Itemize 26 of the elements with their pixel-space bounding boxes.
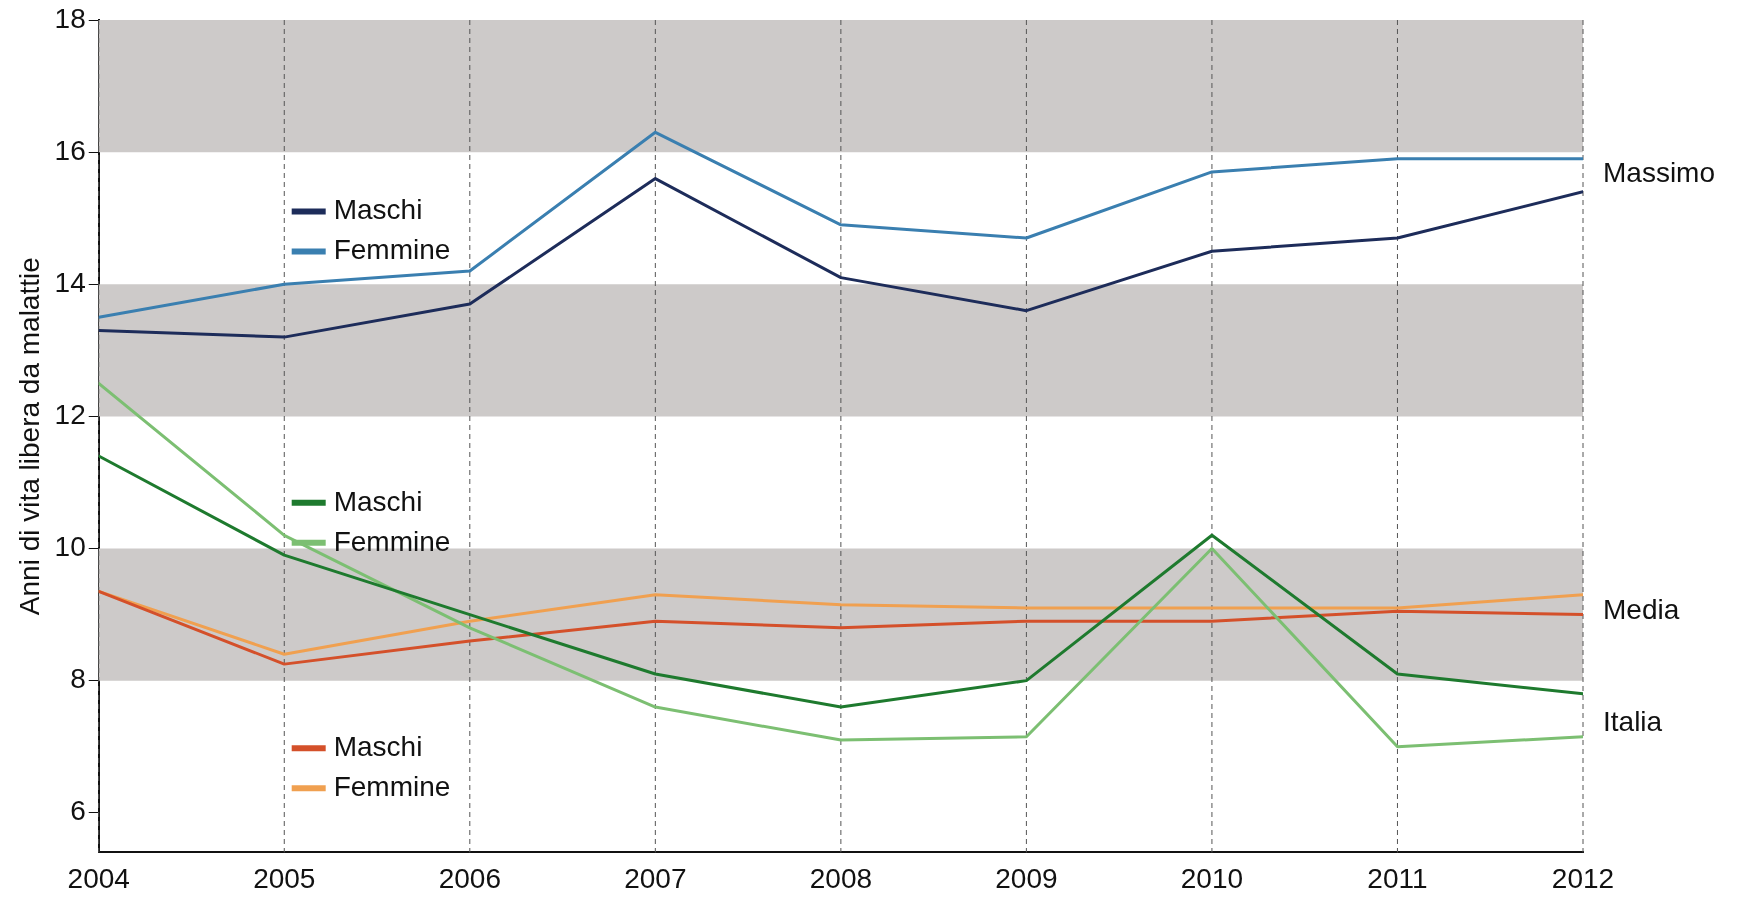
y-tick-label: 12 <box>54 399 86 431</box>
x-tick-label: 2012 <box>1551 862 1615 894</box>
x-tick-label: 2009 <box>995 862 1058 894</box>
legend-label: Femmine <box>333 234 451 266</box>
legend-label: Maschi <box>333 731 423 763</box>
text: Media <box>1603 593 1680 625</box>
x-tick-label: 2011 <box>1367 862 1428 894</box>
y-tick-label: 16 <box>54 134 86 166</box>
y-tick-label: 14 <box>54 266 86 298</box>
y-axis-title: Anni di vita libera da malattie <box>13 257 45 616</box>
x-tick-label: 2006 <box>438 862 501 894</box>
y-tick-label: 18 <box>54 2 86 34</box>
x-tick-label: 2007 <box>624 862 687 894</box>
text: Italia <box>1603 706 1663 738</box>
y-tick-label: 10 <box>54 531 86 563</box>
legend-label: Femmine <box>333 771 451 803</box>
legend-label: Maschi <box>333 485 423 517</box>
x-tick-label: 2010 <box>1180 862 1244 894</box>
x-tick-label: 2008 <box>809 862 873 894</box>
x-tick-label: 2004 <box>67 862 130 894</box>
text: Massimo <box>1603 156 1716 188</box>
x-tick-label: 2005 <box>253 862 316 894</box>
y-tick-label: 8 <box>70 663 86 695</box>
legend-label: Maschi <box>333 194 423 226</box>
y-tick-label: 6 <box>70 795 86 827</box>
legend-label: Femmine <box>333 525 451 557</box>
